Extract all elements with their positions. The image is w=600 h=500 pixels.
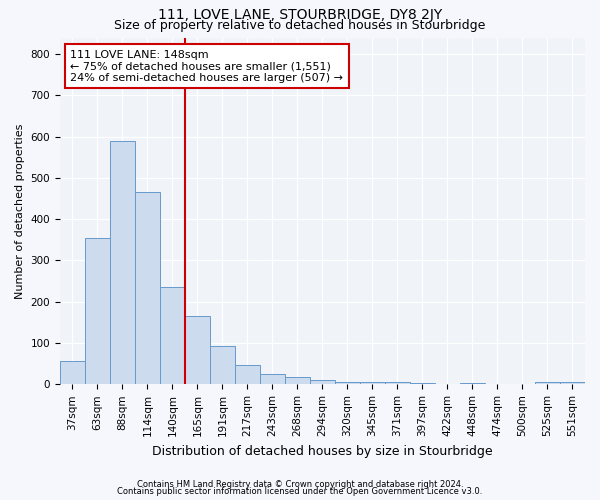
Text: 111 LOVE LANE: 148sqm
← 75% of detached houses are smaller (1,551)
24% of semi-d: 111 LOVE LANE: 148sqm ← 75% of detached … <box>70 50 343 83</box>
Text: Size of property relative to detached houses in Stourbridge: Size of property relative to detached ho… <box>115 18 485 32</box>
Bar <box>385 382 410 384</box>
Bar <box>85 238 110 384</box>
Bar <box>260 374 285 384</box>
Bar <box>235 364 260 384</box>
Y-axis label: Number of detached properties: Number of detached properties <box>15 123 25 298</box>
Bar <box>60 361 85 384</box>
Bar <box>560 382 585 384</box>
Bar <box>360 382 385 384</box>
Bar <box>310 380 335 384</box>
Text: Contains HM Land Registry data © Crown copyright and database right 2024.: Contains HM Land Registry data © Crown c… <box>137 480 463 489</box>
X-axis label: Distribution of detached houses by size in Stourbridge: Distribution of detached houses by size … <box>152 444 493 458</box>
Bar <box>460 383 485 384</box>
Bar <box>110 140 135 384</box>
Bar <box>135 192 160 384</box>
Text: Contains public sector information licensed under the Open Government Licence v3: Contains public sector information licen… <box>118 487 482 496</box>
Bar <box>535 382 560 384</box>
Bar <box>335 382 360 384</box>
Bar <box>410 383 435 384</box>
Bar <box>185 316 210 384</box>
Bar <box>285 377 310 384</box>
Text: 111, LOVE LANE, STOURBRIDGE, DY8 2JY: 111, LOVE LANE, STOURBRIDGE, DY8 2JY <box>158 8 442 22</box>
Bar <box>160 288 185 384</box>
Bar <box>210 346 235 385</box>
